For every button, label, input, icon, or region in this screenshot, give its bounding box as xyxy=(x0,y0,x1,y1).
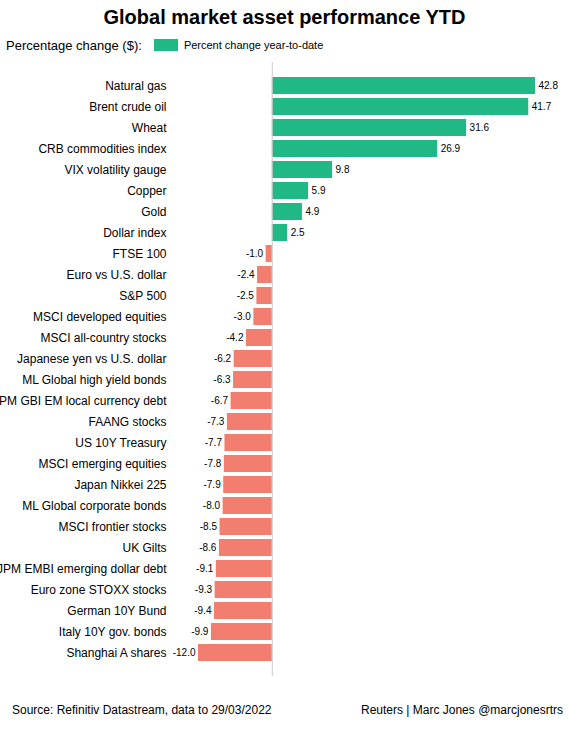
html-text:Source: Refinitiv Datastream,: Source: Refinitiv Datastream, data to 29… xyxy=(12,703,272,717)
svg-text:-8.0: -8.0 xyxy=(203,500,221,511)
svg-text:FTSE 100: FTSE 100 xyxy=(112,247,166,261)
svg-text:Dollar index: Dollar index xyxy=(103,226,166,240)
svg-text:Japan Nikkei 225: Japan Nikkei 225 xyxy=(74,478,166,492)
svg-text:-2.4: -2.4 xyxy=(237,269,255,280)
svg-text:Brent crude oil: Brent crude oil xyxy=(89,100,166,114)
svg-text:4.9: 4.9 xyxy=(305,206,319,217)
svg-text:2.5: 2.5 xyxy=(291,227,305,238)
svg-text:Wheat: Wheat xyxy=(132,121,167,135)
svg-text:-12.0: -12.0 xyxy=(173,647,196,658)
svg-text:-9.9: -9.9 xyxy=(191,626,209,637)
svg-text:MSCI all-country stocks: MSCI all-country stocks xyxy=(40,331,166,345)
svg-text:Japanese yen vs U.S. dollar: Japanese yen vs U.S. dollar xyxy=(17,352,166,366)
svg-text:JPM GBI EM local currency debt: JPM GBI EM local currency debt xyxy=(0,394,167,408)
svg-text:-6.7: -6.7 xyxy=(211,395,229,406)
svg-text:MSCI emerging equities: MSCI emerging equities xyxy=(38,457,166,471)
svg-text:-9.4: -9.4 xyxy=(194,605,212,616)
svg-text:Euro zone STOXX stocks: Euro zone STOXX stocks xyxy=(31,583,167,597)
svg-text:MSCI frontier stocks: MSCI frontier stocks xyxy=(58,520,166,534)
html-text:Reuters | Marc Jones @marcjone: Reuters | Marc Jones @marcjonesrtrs xyxy=(361,703,563,717)
svg-text:MSCI developed equities: MSCI developed equities xyxy=(33,310,166,324)
svg-text:Shanghai A shares: Shanghai A shares xyxy=(66,646,166,660)
svg-text:FAANG stocks: FAANG stocks xyxy=(88,415,166,429)
svg-text:Euro vs U.S. dollar: Euro vs U.S. dollar xyxy=(66,268,166,282)
svg-text:-2.5: -2.5 xyxy=(237,290,255,301)
svg-text:US 10Y Treasury: US 10Y Treasury xyxy=(75,436,166,450)
svg-text:ML Global high yield bonds: ML Global high yield bonds xyxy=(22,373,166,387)
svg-text:Copper: Copper xyxy=(127,184,166,198)
svg-text:42.8: 42.8 xyxy=(539,80,559,91)
svg-text:-1.0: -1.0 xyxy=(246,248,264,259)
svg-text:-6.2: -6.2 xyxy=(214,353,232,364)
svg-text:Italy 10Y gov. bonds: Italy 10Y gov. bonds xyxy=(59,625,167,639)
svg-text:Natural gas: Natural gas xyxy=(105,79,166,93)
svg-text:UK Gilts: UK Gilts xyxy=(122,541,166,555)
html-text:Global market asset performanc: Global market asset performance YTD xyxy=(103,6,466,28)
svg-text:JPM EMBI emerging dollar debt: JPM EMBI emerging dollar debt xyxy=(0,562,167,576)
svg-text:-7.7: -7.7 xyxy=(205,437,223,448)
svg-text:31.6: 31.6 xyxy=(470,122,490,133)
svg-text:CRB commodities index: CRB commodities index xyxy=(38,142,166,156)
svg-text:-4.2: -4.2 xyxy=(226,332,244,343)
svg-text:41.7: 41.7 xyxy=(532,101,552,112)
svg-text:9.8: 9.8 xyxy=(336,164,350,175)
svg-text:26.9: 26.9 xyxy=(441,143,461,154)
svg-text:-7.3: -7.3 xyxy=(207,416,225,427)
svg-text:-6.3: -6.3 xyxy=(213,374,231,385)
html-text:Percent change year-to-date: Percent change year-to-date xyxy=(183,39,324,51)
svg-text:-9.3: -9.3 xyxy=(195,584,213,595)
svg-text:-8.5: -8.5 xyxy=(200,521,218,532)
html-text:Percentage change ($):: Percentage change ($): xyxy=(6,37,142,53)
svg-text:-8.6: -8.6 xyxy=(199,542,217,553)
svg-text:ML Global corporate bonds: ML Global corporate bonds xyxy=(22,499,166,513)
svg-text:5.9: 5.9 xyxy=(312,185,326,196)
svg-text:S&P 500: S&P 500 xyxy=(119,289,166,303)
svg-text:German 10Y Bund: German 10Y Bund xyxy=(67,604,166,618)
svg-text:-7.9: -7.9 xyxy=(203,479,221,490)
svg-text:-7.8: -7.8 xyxy=(204,458,222,469)
svg-text:-3.0: -3.0 xyxy=(234,311,252,322)
svg-text:Gold: Gold xyxy=(141,205,166,219)
svg-text:VIX volatility gauge: VIX volatility gauge xyxy=(64,163,166,177)
svg-text:-9.1: -9.1 xyxy=(196,563,214,574)
